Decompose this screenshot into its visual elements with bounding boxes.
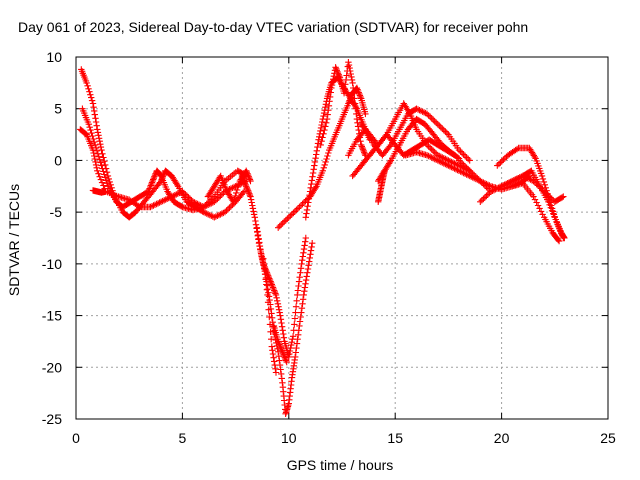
- y-tick-label: -25: [42, 411, 62, 427]
- y-tick-label: 10: [46, 49, 62, 65]
- series-arc9: [270, 322, 290, 366]
- x-axis-label: GPS time / hours: [287, 457, 394, 473]
- y-tick-label: -5: [50, 204, 63, 220]
- data-point-markers: [317, 59, 369, 159]
- data-point-markers: [494, 144, 568, 242]
- data-point-markers: [375, 167, 388, 205]
- y-axis-label: SDTVAR / TECUs: [6, 184, 22, 296]
- data-point-markers: [89, 187, 109, 196]
- data-points: [77, 59, 568, 417]
- y-tick-label: 5: [54, 101, 62, 117]
- x-tick-label: 5: [179, 430, 187, 446]
- y-tick-label: -15: [42, 308, 62, 324]
- series-arc8: [260, 255, 280, 376]
- y-tick-label: -20: [42, 359, 62, 375]
- y-tick-label: 0: [54, 152, 62, 168]
- x-tick-labels: 0 5 10 15 20 25: [72, 430, 616, 446]
- grid: [76, 57, 608, 419]
- x-tick-label: 25: [600, 430, 616, 446]
- series-arc17: [375, 167, 388, 205]
- y-tick-labels: 10 5 0 -5 -10 -15 -20 -25: [42, 49, 62, 427]
- series-arc22: [509, 180, 563, 245]
- axis-ticks: [75, 56, 609, 420]
- data-point-markers: [260, 255, 280, 376]
- x-tick-label: 15: [387, 430, 403, 446]
- series-arc7: [253, 224, 316, 417]
- plot-frame: [75, 56, 609, 420]
- series-arc4: [89, 187, 109, 196]
- x-tick-label: 10: [281, 430, 297, 446]
- data-point-markers: [509, 180, 563, 245]
- data-point-markers: [253, 224, 316, 417]
- data-point-markers: [270, 322, 290, 366]
- x-tick-label: 0: [72, 430, 80, 446]
- y-tick-label: -10: [42, 256, 62, 272]
- x-tick-label: 20: [494, 430, 510, 446]
- chart-title: Day 061 of 2023, Sidereal Day-to-day VTE…: [18, 19, 528, 35]
- series-arc12: [317, 59, 369, 159]
- series-arc21: [494, 144, 568, 242]
